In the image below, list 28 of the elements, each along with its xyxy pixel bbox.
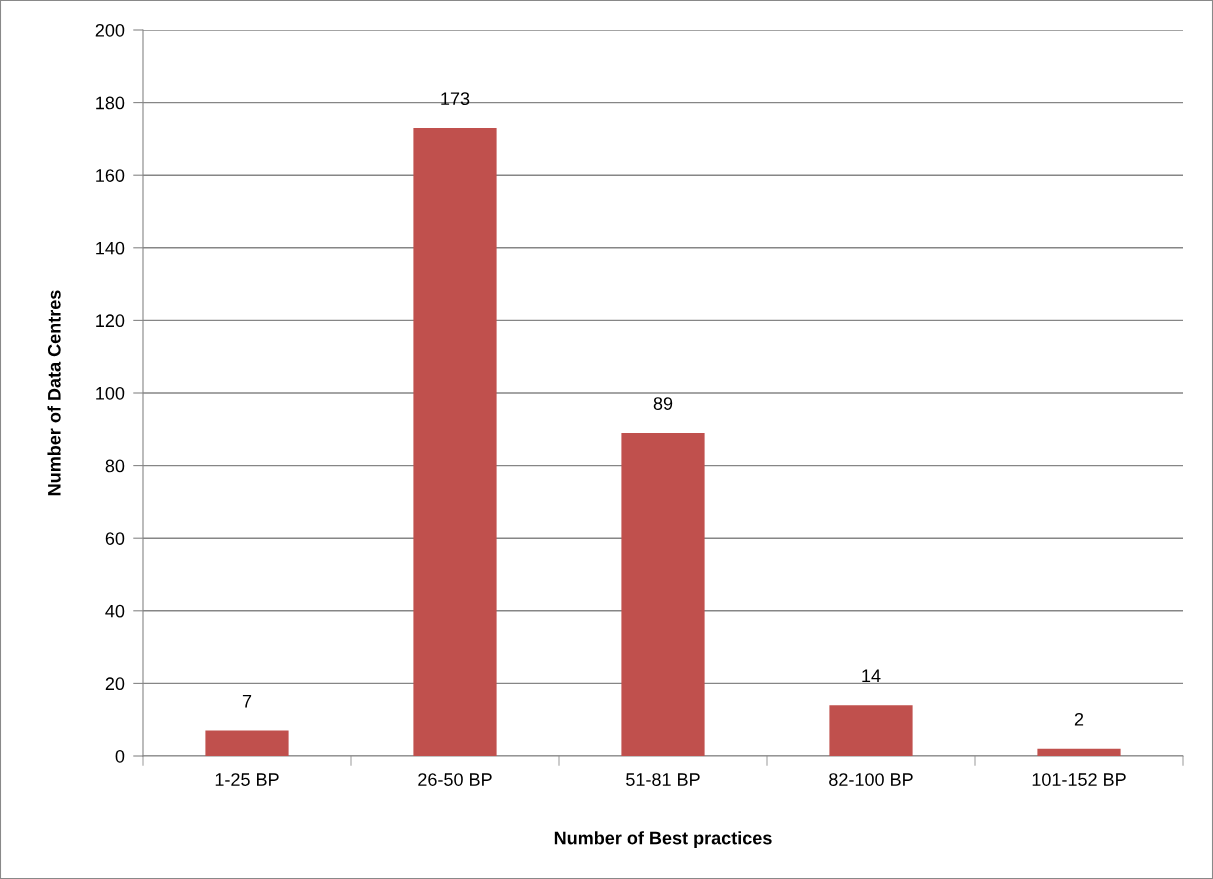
data-label: 7 [242, 694, 252, 708]
x-tick-label: 26-50 BP [418, 773, 492, 786]
y-axis-title: Number of Data Centres [47, 290, 61, 496]
x-axis-title: Number of Best practices [554, 831, 772, 848]
y-tick-label: 120 [96, 314, 125, 328]
y-tick-label: 40 [105, 604, 125, 618]
data-label: 2 [1074, 712, 1084, 726]
bar [621, 432, 705, 756]
data-label: 173 [441, 92, 470, 105]
bar [1037, 748, 1121, 756]
x-tick-label: 82-100 BP [829, 773, 913, 786]
y-tick-label: 100 [96, 386, 125, 400]
y-tick-label: 0 [115, 749, 125, 763]
data-label: 89 [653, 397, 673, 410]
data-label: 14 [862, 669, 881, 682]
x-tick-label: 101-152 BP [1032, 773, 1126, 786]
y-tick-label: 140 [96, 241, 125, 255]
bar [205, 730, 289, 756]
y-tick-label: 180 [96, 96, 125, 110]
bar [413, 128, 497, 756]
x-tick-label: 51-81 BP [626, 773, 700, 786]
y-tick-label: 20 [105, 677, 125, 691]
y-tick-label: 80 [105, 459, 125, 473]
bar [829, 705, 913, 756]
y-tick-label: 60 [105, 532, 125, 545]
y-tick-label: 160 [96, 169, 125, 182]
x-tick-label: 1-25 BP [215, 773, 279, 786]
y-tick-label: 200 [95, 23, 125, 37]
